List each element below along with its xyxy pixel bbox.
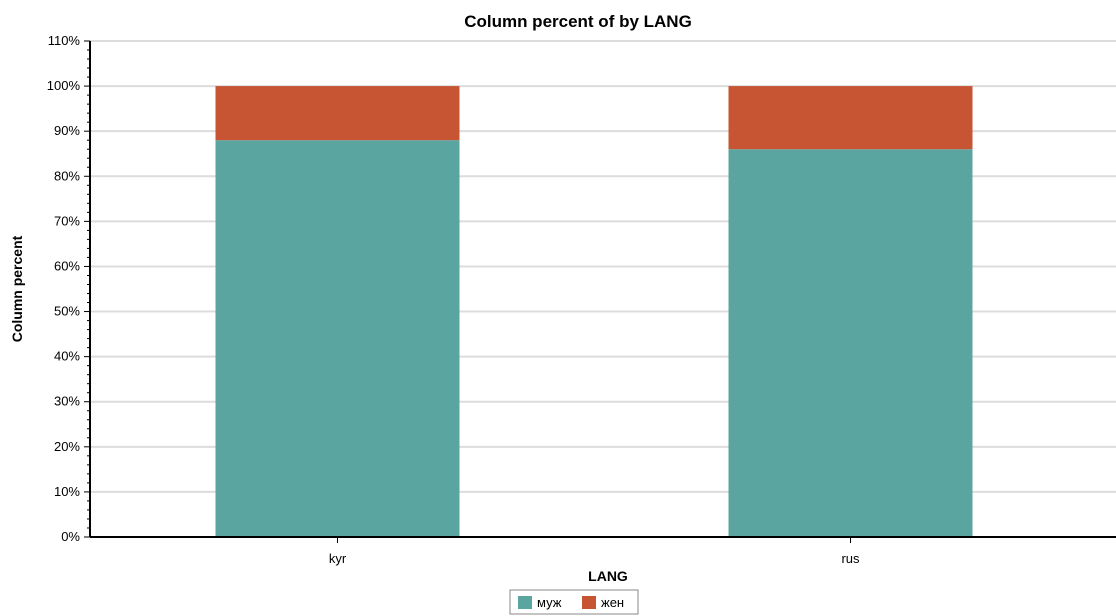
y-tick-label: 60% bbox=[54, 258, 80, 273]
x-axis-label: LANG bbox=[588, 568, 628, 584]
legend-swatch bbox=[582, 596, 596, 609]
bar-kyr-0[interactable] bbox=[215, 140, 460, 537]
y-tick-label: 40% bbox=[54, 349, 80, 364]
y-tick-label: 20% bbox=[54, 439, 80, 454]
bars bbox=[215, 86, 973, 537]
x-tick-label: rus bbox=[841, 551, 860, 566]
legend-label: жен bbox=[601, 595, 624, 610]
legend-label: муж bbox=[537, 595, 562, 610]
y-tick-label: 0% bbox=[61, 529, 80, 544]
y-tick-label: 50% bbox=[54, 304, 80, 319]
y-axis: 0% 10% 20% 30% 40% 50% 60% 70% 80% 90% 100% 110% bbox=[47, 33, 91, 544]
x-tick-label: kyr bbox=[329, 551, 347, 566]
y-tick-label: 90% bbox=[54, 123, 80, 138]
y-tick-label: 80% bbox=[54, 168, 80, 183]
y-tick-label: 100% bbox=[47, 78, 81, 93]
bar-rus-1[interactable] bbox=[728, 86, 973, 150]
bar-kyr-1[interactable] bbox=[215, 86, 460, 141]
y-tick-label: 10% bbox=[54, 484, 80, 499]
y-tick-label: 70% bbox=[54, 213, 80, 228]
y-tick-label: 110% bbox=[48, 33, 81, 48]
y-axis-label: Column percent bbox=[9, 235, 25, 342]
chart-title: Column percent of by LANG bbox=[464, 12, 692, 31]
legend: муж жен bbox=[509, 589, 639, 615]
bar-rus-0[interactable] bbox=[728, 149, 973, 537]
y-tick-label: 30% bbox=[54, 394, 80, 409]
x-axis: kyr rus bbox=[90, 536, 1116, 566]
legend-swatch bbox=[518, 596, 532, 609]
